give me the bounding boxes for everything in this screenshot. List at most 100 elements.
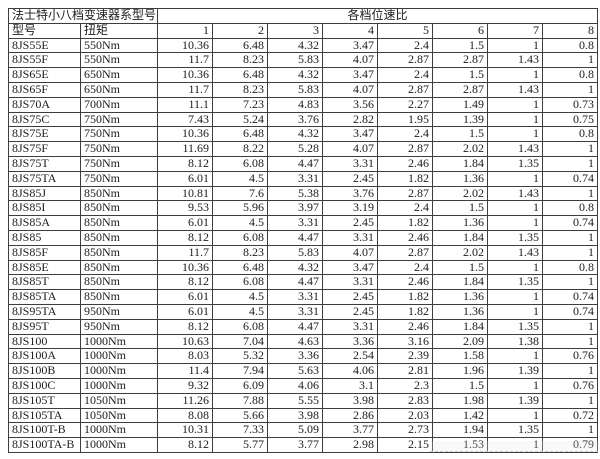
ratio-cell: 10.63 (157, 333, 214, 350)
table-row: 8JS65F 650Nm 11.7 8.23 5.83 4.07 2.87 2.87 1.43 1 (8, 81, 599, 98)
torque-cell: 550Nm (79, 37, 159, 54)
ratio-cell: 1 (487, 289, 544, 305)
ratio-cell: 2.87 (377, 185, 434, 202)
torque-cell: 850Nm (79, 200, 159, 217)
ratio-cell: 1.36 (432, 289, 489, 305)
ratio-cell: 2.87 (377, 141, 434, 157)
ratio-cell: 0.74 (542, 289, 599, 305)
ratio-cell: 4.5 (212, 170, 269, 187)
ratio-group-header: 各档位速比 (157, 8, 599, 24)
ratio-cell: 8.12 (157, 229, 214, 246)
ratio-cell: 2.4 (377, 126, 434, 143)
ratio-cell: 6.01 (157, 303, 214, 320)
ratio-cell: 1.53 (432, 437, 489, 453)
ratio-cell: 1.43 (487, 244, 544, 261)
ratio-cell: 3.97 (267, 200, 324, 217)
ratio-cell: 2.39 (377, 348, 434, 365)
ratio-cell: 1 (542, 422, 599, 439)
ratio-cell: 2.45 (322, 215, 379, 231)
ratio-cell: 1.39 (487, 392, 544, 409)
ratio-cell: 4.63 (267, 333, 324, 350)
ratio-cell: 9.53 (157, 200, 214, 217)
ratio-cell: 1 (487, 37, 544, 54)
ratio-cell: 7.23 (212, 96, 269, 113)
ratio-cell: 2.02 (432, 185, 489, 202)
torque-cell: 650Nm (79, 67, 159, 83)
ratio-cell: 1.5 (432, 37, 489, 54)
ratio-cell: 1 (487, 259, 544, 276)
ratio-cell: 1 (542, 229, 599, 246)
torque-cell: 1050Nm (79, 407, 159, 424)
ratio-cell: 2.46 (377, 229, 434, 246)
torque-cell: 1000Nm (79, 422, 159, 439)
table-row: 8JS75F 750Nm 11.69 8.22 5.28 4.07 2.87 2.02 1.43… (8, 141, 599, 157)
ratio-cell: 4.06 (322, 363, 379, 379)
ratio-cell: 3.31 (322, 274, 379, 291)
ratio-cell: 1.35 (487, 274, 544, 291)
ratio-cell: 6.08 (212, 274, 269, 291)
model-column-header: 型号 (8, 22, 81, 39)
ratio-cell: 7.33 (212, 422, 269, 439)
ratio-cell: 2.98 (322, 437, 379, 453)
torque-cell: 1000Nm (79, 437, 159, 453)
ratio-cell: 1.96 (432, 363, 489, 379)
table-row: 8JS100TA-B 1000Nm 8.12 5.77 3.77 2.98 2.15 1.53… (8, 437, 599, 453)
model-cell: 8JS75C (8, 111, 81, 128)
ratio-cell: 6.01 (157, 170, 214, 187)
ratio-cell: 8.23 (212, 81, 269, 98)
ratio-cell: 2.09 (432, 333, 489, 350)
ratio-cell: 1.82 (377, 303, 434, 320)
table-body: 8JS55E 550Nm 10.36 6.48 4.32 3.47 2.4 1.5 1 0.8 8J… (8, 37, 599, 453)
torque-cell: 750Nm (79, 155, 159, 172)
ratio-cell: 8.23 (212, 52, 269, 69)
ratio-cell: 0.8 (542, 67, 599, 83)
torque-cell: 850Nm (79, 289, 159, 305)
ratio-cell: 3.19 (322, 200, 379, 217)
model-cell: 8JS100TA-B (8, 437, 81, 453)
ratio-cell: 5.77 (212, 437, 269, 453)
ratio-cell: 1 (542, 392, 599, 409)
table-row: 8JS100B 1000Nm 11.4 7.94 5.63 4.06 2.81 1.96 1.3… (8, 363, 599, 379)
ratio-cell: 10.36 (157, 126, 214, 143)
model-cell: 8JS75E (8, 126, 81, 143)
table-row: 8JS105T 1050Nm 11.26 7.88 5.55 3.98 2.83 1.98 1.… (8, 392, 599, 409)
ratio-cell: 8.03 (157, 348, 214, 365)
ratio-cell: 4.07 (322, 244, 379, 261)
ratio-cell: 1.43 (487, 81, 544, 98)
torque-cell: 1000Nm (79, 377, 159, 394)
ratio-cell: 1.36 (432, 170, 489, 187)
table-row: 8JS100 1000Nm 10.63 7.04 4.63 3.36 3.16 2.09 1.3… (8, 333, 599, 350)
ratio-cell: 4.32 (267, 126, 324, 143)
ratio-cell: 2.87 (432, 52, 489, 69)
ratio-cell: 5.66 (212, 407, 269, 424)
table-row: 8JS55F 550Nm 11.7 8.23 5.83 4.07 2.87 2.87 1.43 1 (8, 52, 599, 69)
ratio-cell: 2.4 (377, 37, 434, 54)
ratio-cell: 2.86 (322, 407, 379, 424)
torque-cell: 850Nm (79, 229, 159, 246)
table-title: 法士特小八档变速器系型号 (7, 8, 159, 24)
ratio-cell: 3.76 (267, 111, 324, 128)
ratio-cell: 8.12 (157, 318, 214, 335)
ratio-cell: 2.45 (322, 170, 379, 187)
gear-1-column-header: 1 (157, 22, 214, 39)
ratio-cell: 11.7 (157, 81, 214, 98)
model-cell: 8JS85A (8, 215, 81, 231)
ratio-cell: 1.49 (432, 96, 489, 113)
ratio-cell: 6.08 (212, 318, 269, 335)
gear-2-column-header: 2 (212, 22, 269, 39)
model-cell: 8JS100B (8, 363, 81, 379)
ratio-cell: 4.47 (267, 229, 324, 246)
model-cell: 8JS85E (8, 259, 81, 276)
ratio-cell: 0.79 (542, 437, 599, 453)
ratio-cell: 4.32 (267, 37, 324, 54)
model-cell: 8JS105TA (8, 407, 81, 424)
table-row: 8JS85T 850Nm 8.12 6.08 4.47 3.31 2.46 1.84 1.35 1 (8, 274, 599, 291)
ratio-cell: 3.31 (267, 215, 324, 231)
ratio-cell: 6.48 (212, 37, 269, 54)
table-row: 8JS55E 550Nm 10.36 6.48 4.32 3.47 2.4 1.5 1 0.8 (8, 37, 599, 54)
ratio-cell: 4.06 (267, 377, 324, 394)
ratio-cell: 2.54 (322, 348, 379, 365)
ratio-cell: 1.35 (487, 229, 544, 246)
ratio-cell: 1 (487, 437, 544, 453)
ratio-cell: 2.02 (432, 141, 489, 157)
